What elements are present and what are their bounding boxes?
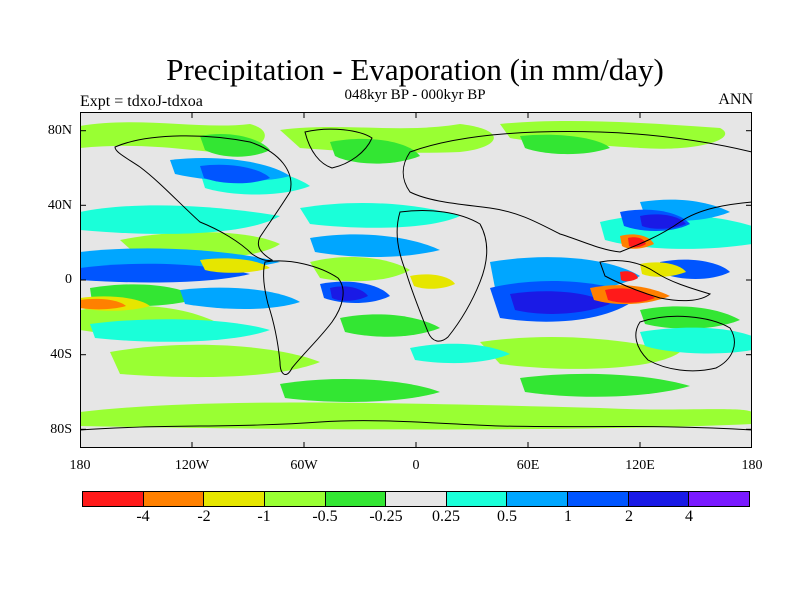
colorbar-label: -2 xyxy=(197,508,211,525)
field-sky-blue xyxy=(80,157,730,309)
lon-label-120e: 120E xyxy=(625,458,655,473)
coast-antarctica xyxy=(80,420,752,431)
lon-label-180w: 180 xyxy=(69,458,91,473)
colorbar-label: 4 xyxy=(685,508,693,525)
lat-label-0: 0 xyxy=(65,272,72,287)
coast-africa xyxy=(396,210,488,342)
colorbar-swatch xyxy=(386,492,447,506)
colorbar-swatch xyxy=(446,492,508,506)
colorbar-swatch xyxy=(568,492,629,506)
colorbar-swatch xyxy=(689,492,750,506)
colorbar-label: -4 xyxy=(136,508,150,525)
field-green xyxy=(90,133,740,402)
lon-label-120w: 120W xyxy=(174,458,210,473)
plot-subtitle: 048kyr BP - 000kyr BP xyxy=(344,87,486,103)
lat-label-80s: 80S xyxy=(50,422,72,437)
colorbar xyxy=(82,491,750,507)
colorbar-swatch xyxy=(204,492,265,506)
colorbar-swatch xyxy=(325,492,387,506)
map-plot xyxy=(80,112,752,448)
colorbar-label: -1 xyxy=(257,508,271,525)
colorbar-swatch xyxy=(83,492,144,506)
colorbar-swatch xyxy=(264,492,326,506)
coast-australia xyxy=(635,315,735,372)
coast-eurasia xyxy=(402,131,752,253)
colorbar-label: 1 xyxy=(564,508,572,525)
coast-south-america xyxy=(263,260,344,376)
coastline-outlines xyxy=(80,128,752,431)
plot-title: Precipitation - Evaporation (in mm/day) xyxy=(166,52,664,87)
lon-label-180e: 180 xyxy=(741,458,763,473)
season-label: ANN xyxy=(718,91,753,108)
lon-label-60e: 60E xyxy=(516,458,540,473)
lat-label-80n: 80N xyxy=(47,123,72,138)
lon-label-0: 0 xyxy=(412,458,420,473)
lon-label-60w: 60W xyxy=(290,458,318,473)
coast-southeast-asia xyxy=(599,259,712,302)
lat-label-40n: 40N xyxy=(47,198,72,213)
colorbar-label: 0.25 xyxy=(432,508,460,525)
colorbar-label: -0.5 xyxy=(312,508,338,525)
experiment-label: Expt = tdxoJ-tdxoa xyxy=(80,93,203,110)
coast-greenland xyxy=(304,128,373,169)
colorbar-swatch xyxy=(143,492,205,506)
coast-north-america xyxy=(114,135,292,261)
colorbar-swatch xyxy=(507,492,569,506)
lat-label-40s: 40S xyxy=(50,347,72,362)
map-ticks xyxy=(80,112,752,448)
colorbar-swatch xyxy=(628,492,690,506)
colorbar-label: 0.5 xyxy=(497,508,517,525)
colorbar-label: 2 xyxy=(625,508,633,525)
colorbar-label: -0.25 xyxy=(369,508,403,525)
